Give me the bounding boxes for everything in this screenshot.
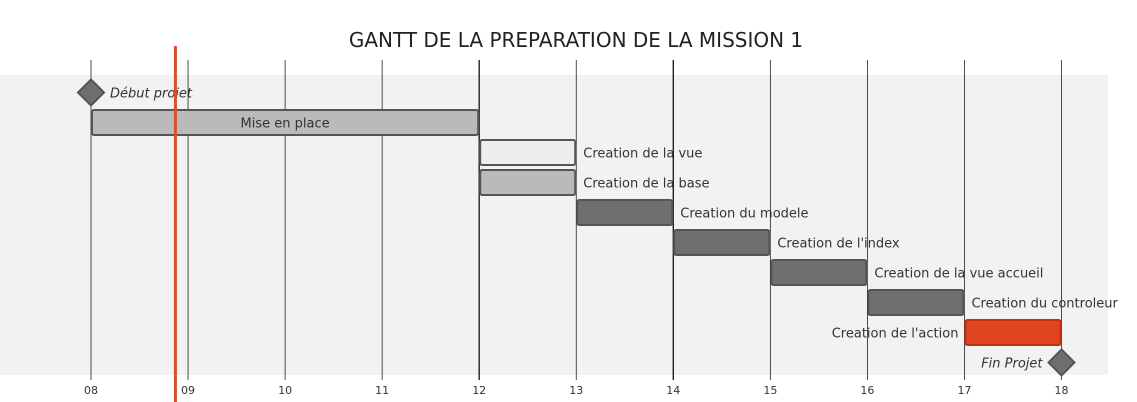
x-tick-label: 10 bbox=[278, 384, 292, 397]
task-label: Creation de la vue accueil bbox=[874, 267, 1043, 282]
x-tick-label: 12 bbox=[472, 384, 486, 397]
x-tick-label: 17 bbox=[957, 384, 971, 397]
task-label: Creation de la base bbox=[583, 177, 709, 192]
x-tick-label: 18 bbox=[1055, 384, 1069, 397]
task-bars: Mise en place Creation de la vue Creation … bbox=[91, 109, 1119, 346]
milestone-label: Début projet bbox=[110, 87, 193, 102]
task-label: Creation de l'index bbox=[777, 237, 900, 252]
task-label: Mise en place bbox=[241, 117, 330, 132]
milestone-label: Fin Projet bbox=[981, 357, 1043, 372]
milestones: Début projet Fin Projet bbox=[76, 78, 1076, 377]
milestone-diamond bbox=[1047, 348, 1076, 377]
chart-title: GANTT DE LA PREPARATION DE LA MISSION 1 bbox=[349, 28, 803, 52]
x-tick-label: 09 bbox=[181, 384, 195, 397]
task-label: Creation de l'action bbox=[832, 327, 959, 342]
milestone-diamond bbox=[76, 78, 106, 107]
task-bar bbox=[770, 259, 868, 286]
x-axis-ticks: 08 09 10 11 12 13 14 15 16 17 18 bbox=[84, 384, 1069, 397]
task-bar bbox=[479, 169, 577, 196]
task-label: Creation du modele bbox=[680, 207, 808, 222]
x-tick-label: 13 bbox=[569, 384, 583, 397]
task-label: Creation de la vue bbox=[583, 147, 702, 162]
task-bar bbox=[91, 109, 480, 136]
task-label: Creation du controleur bbox=[971, 297, 1118, 312]
x-tick-label: 11 bbox=[375, 384, 389, 397]
x-tick-label: 16 bbox=[860, 384, 874, 397]
task-bar bbox=[576, 199, 674, 226]
x-tick-label: 08 bbox=[84, 384, 98, 397]
x-tick-label: 14 bbox=[666, 384, 680, 397]
task-bar bbox=[867, 289, 965, 316]
task-bar bbox=[964, 319, 1062, 346]
x-tick-label: 15 bbox=[763, 384, 777, 397]
task-bar bbox=[479, 139, 577, 166]
task-bar bbox=[673, 229, 771, 256]
